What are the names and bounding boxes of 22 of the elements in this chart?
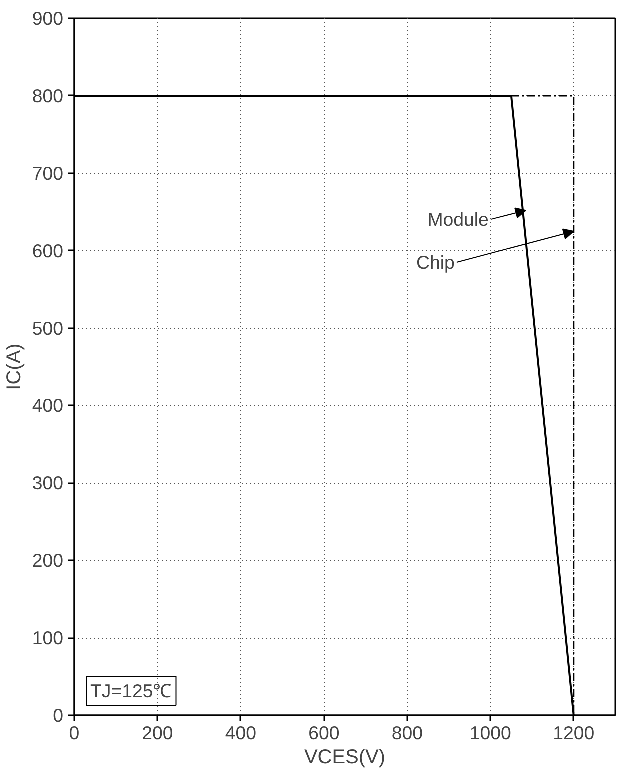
annotation: Module: [428, 209, 489, 230]
y-tick-label: 100: [32, 628, 64, 649]
x-tick-label: 1200: [553, 722, 595, 744]
annotation: Chip: [416, 252, 455, 273]
y-tick-label: 300: [32, 472, 64, 494]
y-tick-label: 900: [32, 8, 64, 29]
annotation: TJ=125℃: [90, 680, 172, 702]
y-tick-label: 600: [32, 240, 64, 262]
y-tick-label: 500: [32, 318, 64, 339]
x-tick-label: 400: [225, 722, 257, 744]
x-tick-label: 200: [142, 722, 174, 744]
y-tick-label: 200: [32, 550, 64, 572]
y-tick-label: 700: [32, 162, 64, 184]
y-axis-title: IC(A): [3, 344, 26, 390]
x-tick-label: 600: [308, 722, 340, 744]
y-tick-label: 800: [32, 85, 64, 106]
y-tick-label: 0: [53, 705, 64, 726]
x-axis-title: VCES(V): [304, 746, 386, 768]
x-tick-label: 800: [392, 722, 423, 744]
x-tick-label: 0: [69, 722, 80, 744]
x-tick-label: 1000: [470, 722, 512, 744]
y-tick-label: 400: [32, 395, 64, 416]
